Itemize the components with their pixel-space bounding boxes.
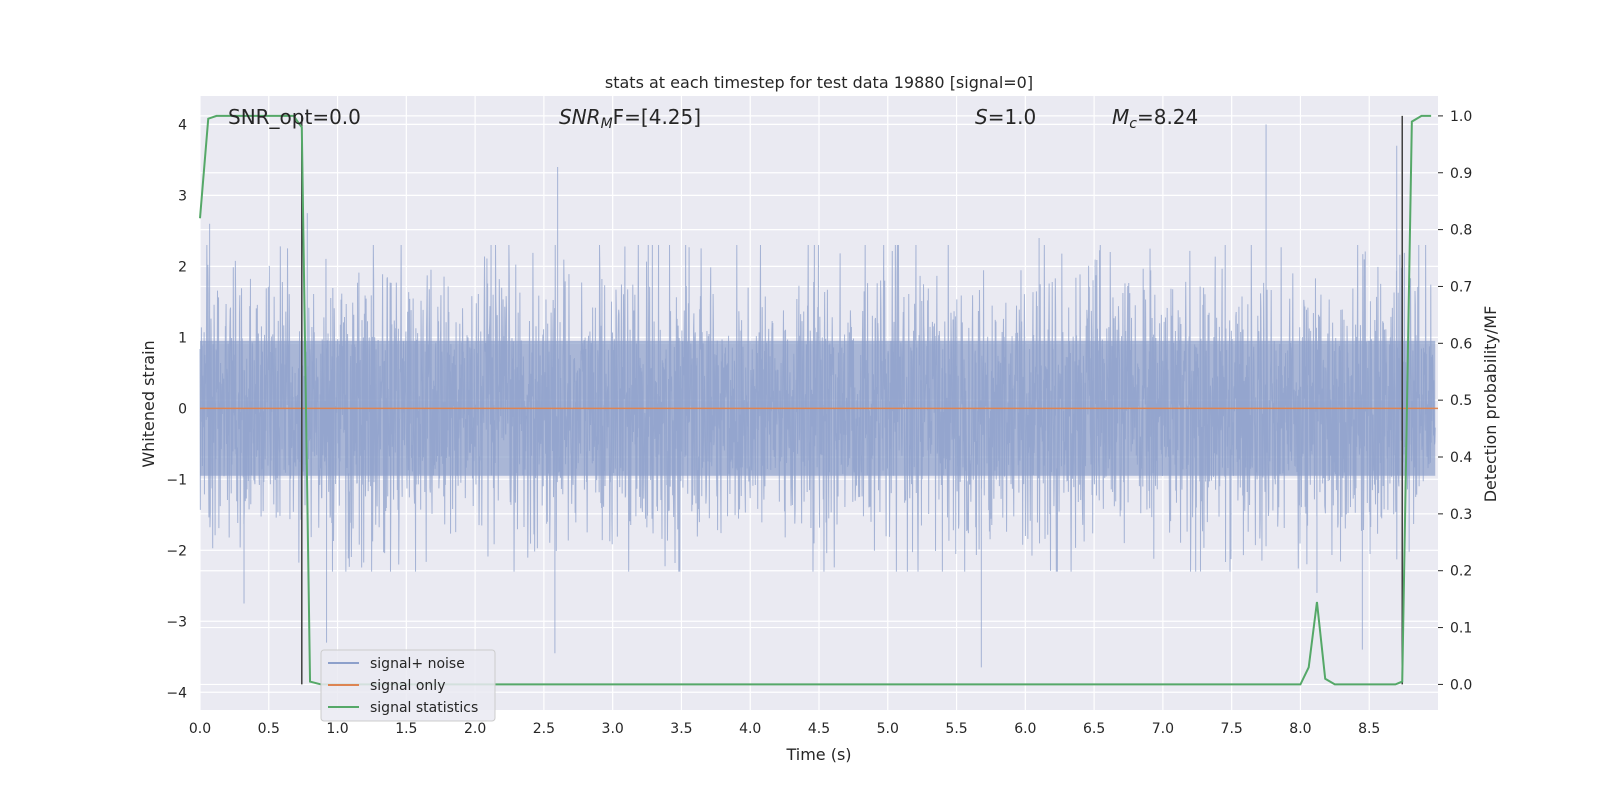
- y2-tick-label: 0.8: [1450, 223, 1472, 239]
- annotation-mc-var: M: [1112, 105, 1129, 129]
- y-tick-label: 4: [178, 117, 187, 133]
- x-tick-label: 5.5: [945, 721, 967, 737]
- legend: signal+ noise signal only signal statist…: [320, 649, 496, 722]
- x-tick-label: 1.0: [326, 721, 348, 737]
- x-tick-label: 7.0: [1152, 721, 1174, 737]
- x-tick-label: 8.0: [1289, 721, 1311, 737]
- y2-tick-label: 0.7: [1450, 279, 1472, 295]
- y-tick-label: −1: [166, 472, 187, 488]
- annotation-mc: Mc=8.24: [1112, 105, 1198, 132]
- x-tick-label: 4.0: [739, 721, 761, 737]
- x-tick-label: 2.0: [464, 721, 486, 737]
- y-tick-label: −2: [166, 543, 187, 559]
- y-tick-label: 2: [178, 259, 187, 275]
- annotation-snr-mf-prefix: SNR: [559, 105, 601, 129]
- y2-tick-label: 0.5: [1450, 393, 1472, 409]
- x-tick-label: 3.5: [670, 721, 692, 737]
- y2-tick-label: 0.0: [1450, 677, 1472, 693]
- y2-axis-label: Detection probability/MF: [1481, 306, 1500, 503]
- annotation-snr-mf-suffix: F=[4.25]: [613, 105, 701, 129]
- legend-box: [320, 649, 496, 722]
- x-tick-label: 7.5: [1221, 721, 1243, 737]
- y-tick-label: −3: [166, 614, 187, 630]
- x-tick-label: 5.0: [877, 721, 899, 737]
- annotation-s: S=1.0: [975, 105, 1036, 129]
- x-tick-label: 8.5: [1358, 721, 1380, 737]
- x-tick-label: 2.5: [533, 721, 555, 737]
- y2-tick-label: 0.3: [1450, 507, 1472, 523]
- y-tick-label: 0: [178, 401, 187, 417]
- annotation-s-var: S: [975, 105, 988, 129]
- y-tick-label: −4: [166, 685, 187, 701]
- legend-label-signal-only: signal only: [370, 678, 445, 694]
- y2-tick-label: 0.1: [1450, 621, 1472, 637]
- y2-tick-label: 0.6: [1450, 336, 1472, 352]
- y2-tick-label: 0.4: [1450, 450, 1472, 466]
- y2-tick-label: 0.2: [1450, 564, 1472, 580]
- y-axis-left: 4 3 2 1 0 −1 −2 −3 −4: [166, 117, 187, 701]
- x-tick-label: 1.5: [395, 721, 417, 737]
- signal-statistics-line: [199, 114, 1432, 686]
- annotation-s-value: =1.0: [988, 105, 1037, 129]
- x-tick-label: 4.5: [808, 721, 830, 737]
- series-lines: [199, 114, 1438, 686]
- x-tick-label: 3.0: [602, 721, 624, 737]
- annotation-mc-value: =8.24: [1137, 105, 1198, 129]
- y-axis-right: 1.0 0.9 0.8 0.7 0.6 0.5 0.4 0.3 0.2 0.1 0.0: [1438, 109, 1472, 693]
- legend-label-signal-noise: signal+ noise: [370, 656, 465, 672]
- y2-tick-label: 1.0: [1450, 109, 1472, 125]
- annotation-snr-mf-sub: M: [601, 116, 613, 132]
- y2-tick-label: 0.9: [1450, 166, 1472, 182]
- x-axis-label: Time (s): [785, 745, 851, 764]
- y-axis-label: Whitened strain: [139, 340, 158, 467]
- legend-label-signal-statistics: signal statistics: [370, 700, 478, 716]
- y-tick-label: 1: [178, 330, 187, 346]
- annotation-mc-sub: c: [1129, 116, 1137, 132]
- x-tick-label: 6.5: [1083, 721, 1105, 737]
- x-tick-label: 0.0: [189, 721, 211, 737]
- signal-noise-line: [199, 124, 1436, 668]
- annotation-snr-mf: SNRMF=[4.25]: [559, 105, 701, 132]
- y-tick-label: 3: [178, 188, 187, 204]
- x-axis: 0.0 0.5 1.0 1.5 2.0 2.5 3.0 3.5 4.0 4.5 5.0 5.5 6.0 6…: [189, 721, 1380, 737]
- annotation-snr-opt: SNR_opt=0.0: [228, 105, 361, 129]
- x-tick-label: 6.0: [1014, 721, 1036, 737]
- x-tick-label: 0.5: [258, 721, 280, 737]
- chart-title: stats at each timestep for test data 198…: [605, 73, 1033, 92]
